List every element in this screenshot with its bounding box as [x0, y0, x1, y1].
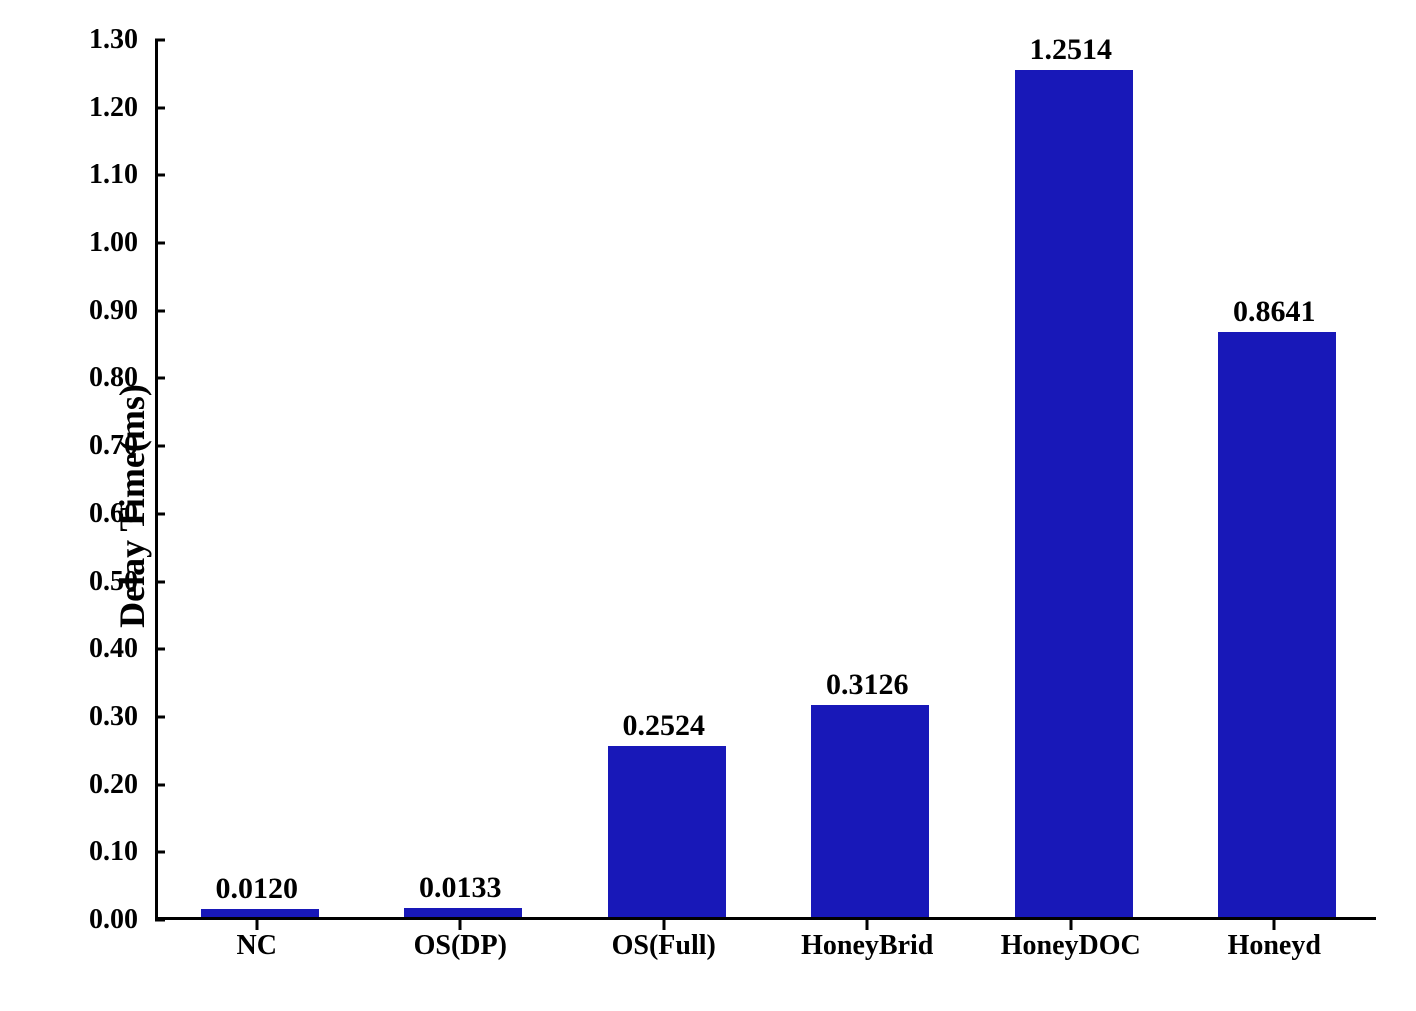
y-tick-label: 1.20 [89, 92, 150, 124]
chart-container: Delay Time(ms) 0.000.100.200.300.400.500… [20, 20, 1396, 991]
x-tick-mark [255, 920, 258, 930]
bar [608, 746, 726, 917]
y-tick-label: 0.20 [89, 769, 150, 801]
x-tick-mark [1069, 920, 1072, 930]
value-label: 1.2514 [1030, 33, 1113, 67]
x-tick-mark [459, 920, 462, 930]
y-tick-label: 0.70 [89, 430, 150, 462]
bar [404, 908, 522, 917]
x-tick-label: HoneyDOC [1001, 930, 1141, 962]
plot-area [155, 40, 1376, 920]
value-label: 0.8641 [1233, 295, 1316, 329]
value-label: 0.2524 [623, 709, 706, 743]
bar [1015, 70, 1133, 917]
x-tick-mark [1273, 920, 1276, 930]
bar [811, 705, 929, 917]
x-tick-mark [866, 920, 869, 930]
y-tick-label: 0.00 [89, 904, 150, 936]
x-tick-label: HoneyBrid [801, 930, 933, 962]
bar [1218, 332, 1336, 917]
y-tick-label: 0.80 [89, 362, 150, 394]
y-tick-label: 1.10 [89, 159, 150, 191]
x-tick-label: NC [237, 930, 277, 962]
value-label: 0.0120 [216, 872, 299, 906]
y-tick-label: 0.40 [89, 633, 150, 665]
bar [201, 909, 319, 917]
x-tick-label: OS(DP) [414, 930, 507, 962]
y-tick-label: 1.00 [89, 227, 150, 259]
y-tick-label: 0.90 [89, 295, 150, 327]
y-tick-label: 0.30 [89, 701, 150, 733]
x-tick-label: OS(Full) [612, 930, 716, 962]
y-tick-label: 0.50 [89, 566, 150, 598]
y-tick-label: 0.60 [89, 498, 150, 530]
x-tick-label: Honeyd [1228, 930, 1321, 962]
y-tick-label: 0.10 [89, 836, 150, 868]
y-tick-label: 1.30 [89, 24, 150, 56]
value-label: 0.0133 [419, 871, 502, 905]
x-tick-mark [662, 920, 665, 930]
value-label: 0.3126 [826, 668, 909, 702]
